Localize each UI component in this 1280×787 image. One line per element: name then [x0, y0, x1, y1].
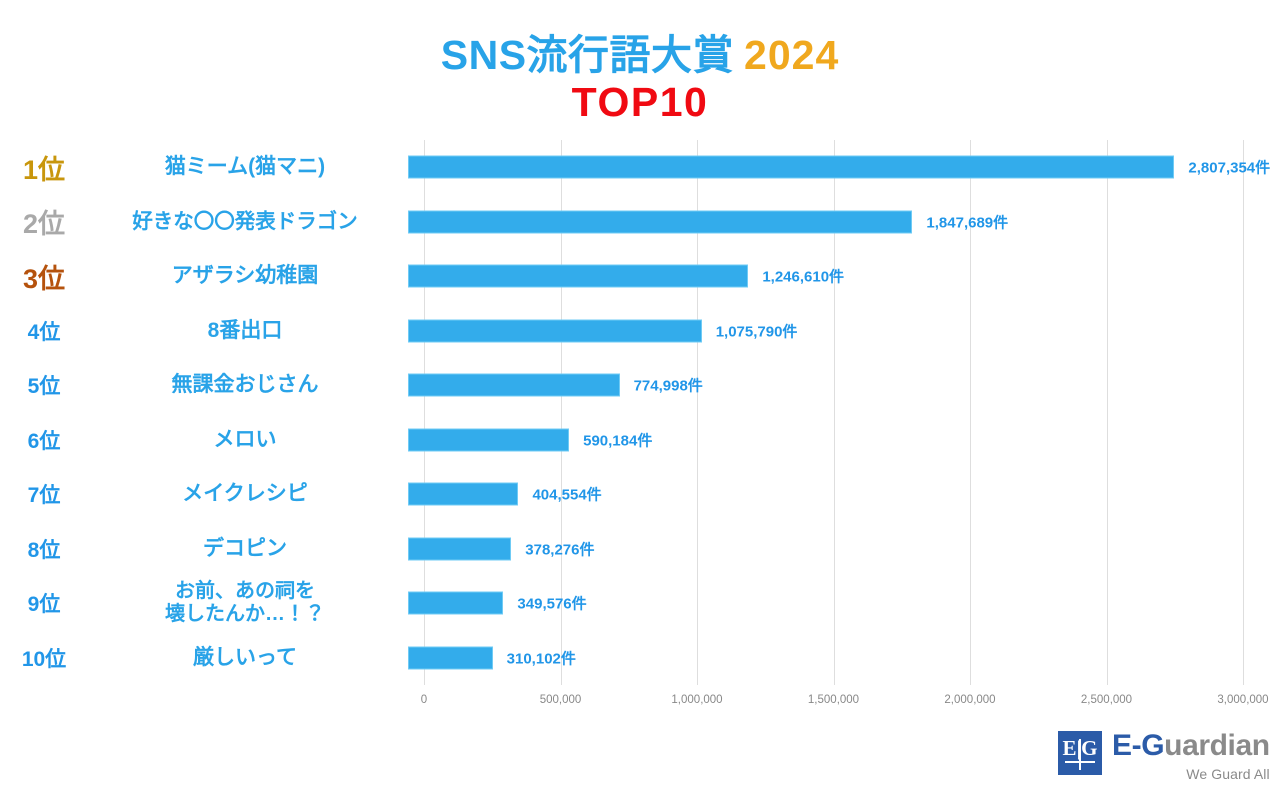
bar	[408, 482, 519, 506]
chart-row: 8位 デコピン 378,276件	[0, 522, 1280, 577]
bar-track: 1,847,689件	[408, 210, 1009, 234]
bar-value-label: 774,998件	[633, 377, 703, 395]
bar-chart: 1位 猫ミーム(猫マニ) 2,807,354件 2位 好きな〇〇発表ドラゴン 1,847,…	[0, 140, 1280, 706]
logo-tagline: We Guard All	[1186, 766, 1270, 782]
row-plot-area: 378,276件	[408, 522, 1280, 577]
bar-value-label: 2,807,354件	[1188, 159, 1271, 177]
rank-label: 4位	[27, 320, 61, 344]
category-label: お前、あの祠を 壊したんか…！？	[165, 580, 325, 626]
rank-label: 6位	[27, 429, 61, 453]
category-label: メロい	[213, 427, 277, 451]
bar	[408, 373, 620, 397]
bar	[408, 155, 1175, 179]
row-plot-area: 1,075,790件	[408, 304, 1280, 359]
bar-value-label: 378,276件	[525, 541, 595, 559]
bar	[408, 591, 504, 615]
bar-track: 310,102件	[408, 646, 576, 670]
bar	[408, 537, 512, 561]
rank-label: 1位	[22, 154, 66, 185]
row-plot-area: 590,184件	[408, 413, 1280, 468]
bar	[408, 210, 913, 234]
x-axis-tick-label: 2,500,000	[1080, 694, 1133, 706]
bar-track: 774,998件	[408, 373, 703, 397]
chart-row: 1位 猫ミーム(猫マニ) 2,807,354件	[0, 140, 1280, 195]
row-plot-area: 310,102件	[408, 631, 1280, 686]
logo-text-block: E-Guardian We Guard All	[1112, 731, 1270, 782]
x-axis: 0 500,000 1,000,000 1,500,000 2,000,000 2,500…	[420, 685, 1269, 715]
logo-name-part1: E-G	[1112, 729, 1165, 762]
page-title: SNS流行語大賞 2024 TOP10	[0, 34, 1280, 123]
x-axis-tick-label: 0	[420, 694, 428, 706]
category-label: メイクレシピ	[182, 482, 308, 506]
rank-label: 7位	[27, 484, 61, 508]
row-plot-area: 1,246,610件	[408, 249, 1280, 304]
rank-label: 8位	[27, 538, 61, 562]
category-label: 厳しいって	[193, 645, 297, 669]
bar	[408, 646, 493, 670]
title-main-text: SNS流行語大賞	[440, 32, 735, 78]
chart-row: 6位 メロい 590,184件	[0, 413, 1280, 468]
chart-row: 2位 好きな〇〇発表ドラゴン 1,847,689件	[0, 195, 1280, 250]
rank-label: 5位	[27, 375, 61, 399]
row-plot-area: 349,576件	[408, 576, 1280, 631]
category-label: デコピン	[203, 536, 287, 560]
bar-value-label: 349,576件	[517, 595, 587, 613]
logo-mark-icon: E|G	[1058, 731, 1102, 775]
logo-company-name: E-Guardian	[1112, 731, 1270, 761]
bar-track: 1,246,610件	[408, 264, 845, 288]
bar-track: 349,576件	[408, 591, 587, 615]
title-year-text: 2024	[744, 32, 840, 78]
title-subtitle-text: TOP10	[571, 78, 709, 125]
rank-label: 9位	[27, 593, 61, 617]
category-label: 無課金おじさん	[171, 373, 319, 397]
title-line-primary: SNS流行語大賞 2024	[0, 34, 1280, 77]
bar-value-label: 590,184件	[583, 432, 653, 450]
chart-row: 9位 お前、あの祠を 壊したんか…！？ 349,576件	[0, 576, 1280, 631]
category-label: 猫ミーム(猫マニ)	[164, 155, 326, 179]
logo-name-part2: uardian	[1164, 729, 1270, 762]
category-label: 好きな〇〇発表ドラゴン	[132, 209, 358, 233]
bar-value-label: 1,847,689件	[926, 214, 1009, 232]
chart-row: 7位 メイクレシピ 404,554件	[0, 467, 1280, 522]
logo-mark-vertical-rule	[1079, 739, 1081, 770]
bar	[408, 319, 702, 343]
chart-row: 3位 アザラシ幼稚園 1,246,610件	[0, 249, 1280, 304]
category-label: アザラシ幼稚園	[171, 264, 319, 288]
row-plot-area: 774,998件	[408, 358, 1280, 413]
bar	[408, 428, 570, 452]
bar-value-label: 310,102件	[506, 650, 576, 668]
x-axis-tick-label: 1,500,000	[807, 694, 860, 706]
x-axis-tick-label: 3,000,000	[1217, 694, 1269, 706]
x-axis-tick-label: 500,000	[539, 694, 582, 706]
rank-label: 10位	[21, 647, 67, 671]
bar-value-label: 1,246,610件	[762, 268, 845, 286]
row-plot-area: 1,847,689件	[408, 195, 1280, 250]
bar-track: 404,554件	[408, 482, 602, 506]
chart-row: 5位 無課金おじさん 774,998件	[0, 358, 1280, 413]
x-axis-tick-label: 1,000,000	[671, 694, 723, 706]
bar-track: 590,184件	[408, 428, 653, 452]
bar-value-label: 404,554件	[532, 486, 602, 504]
chart-row: 4位 8番出口 1,075,790件	[0, 304, 1280, 359]
bar-track: 378,276件	[408, 537, 595, 561]
category-label: 8番出口	[207, 318, 283, 342]
bar-track: 2,807,354件	[408, 155, 1271, 179]
row-plot-area: 404,554件	[408, 467, 1280, 522]
eguardian-logo: E|G E-Guardian We Guard All	[1058, 731, 1270, 781]
bar-value-label: 1,075,790件	[715, 323, 798, 341]
chart-rows: 1位 猫ミーム(猫マニ) 2,807,354件 2位 好きな〇〇発表ドラゴン 1,847,…	[0, 140, 1280, 685]
rank-label: 3位	[22, 263, 66, 294]
x-axis-tick-label: 2,000,000	[944, 694, 996, 706]
rank-label: 2位	[22, 209, 66, 240]
bar-track: 1,075,790件	[408, 319, 798, 343]
chart-row: 10位 厳しいって 310,102件	[0, 631, 1280, 686]
row-plot-area: 2,807,354件	[408, 140, 1280, 195]
bar	[408, 264, 749, 288]
